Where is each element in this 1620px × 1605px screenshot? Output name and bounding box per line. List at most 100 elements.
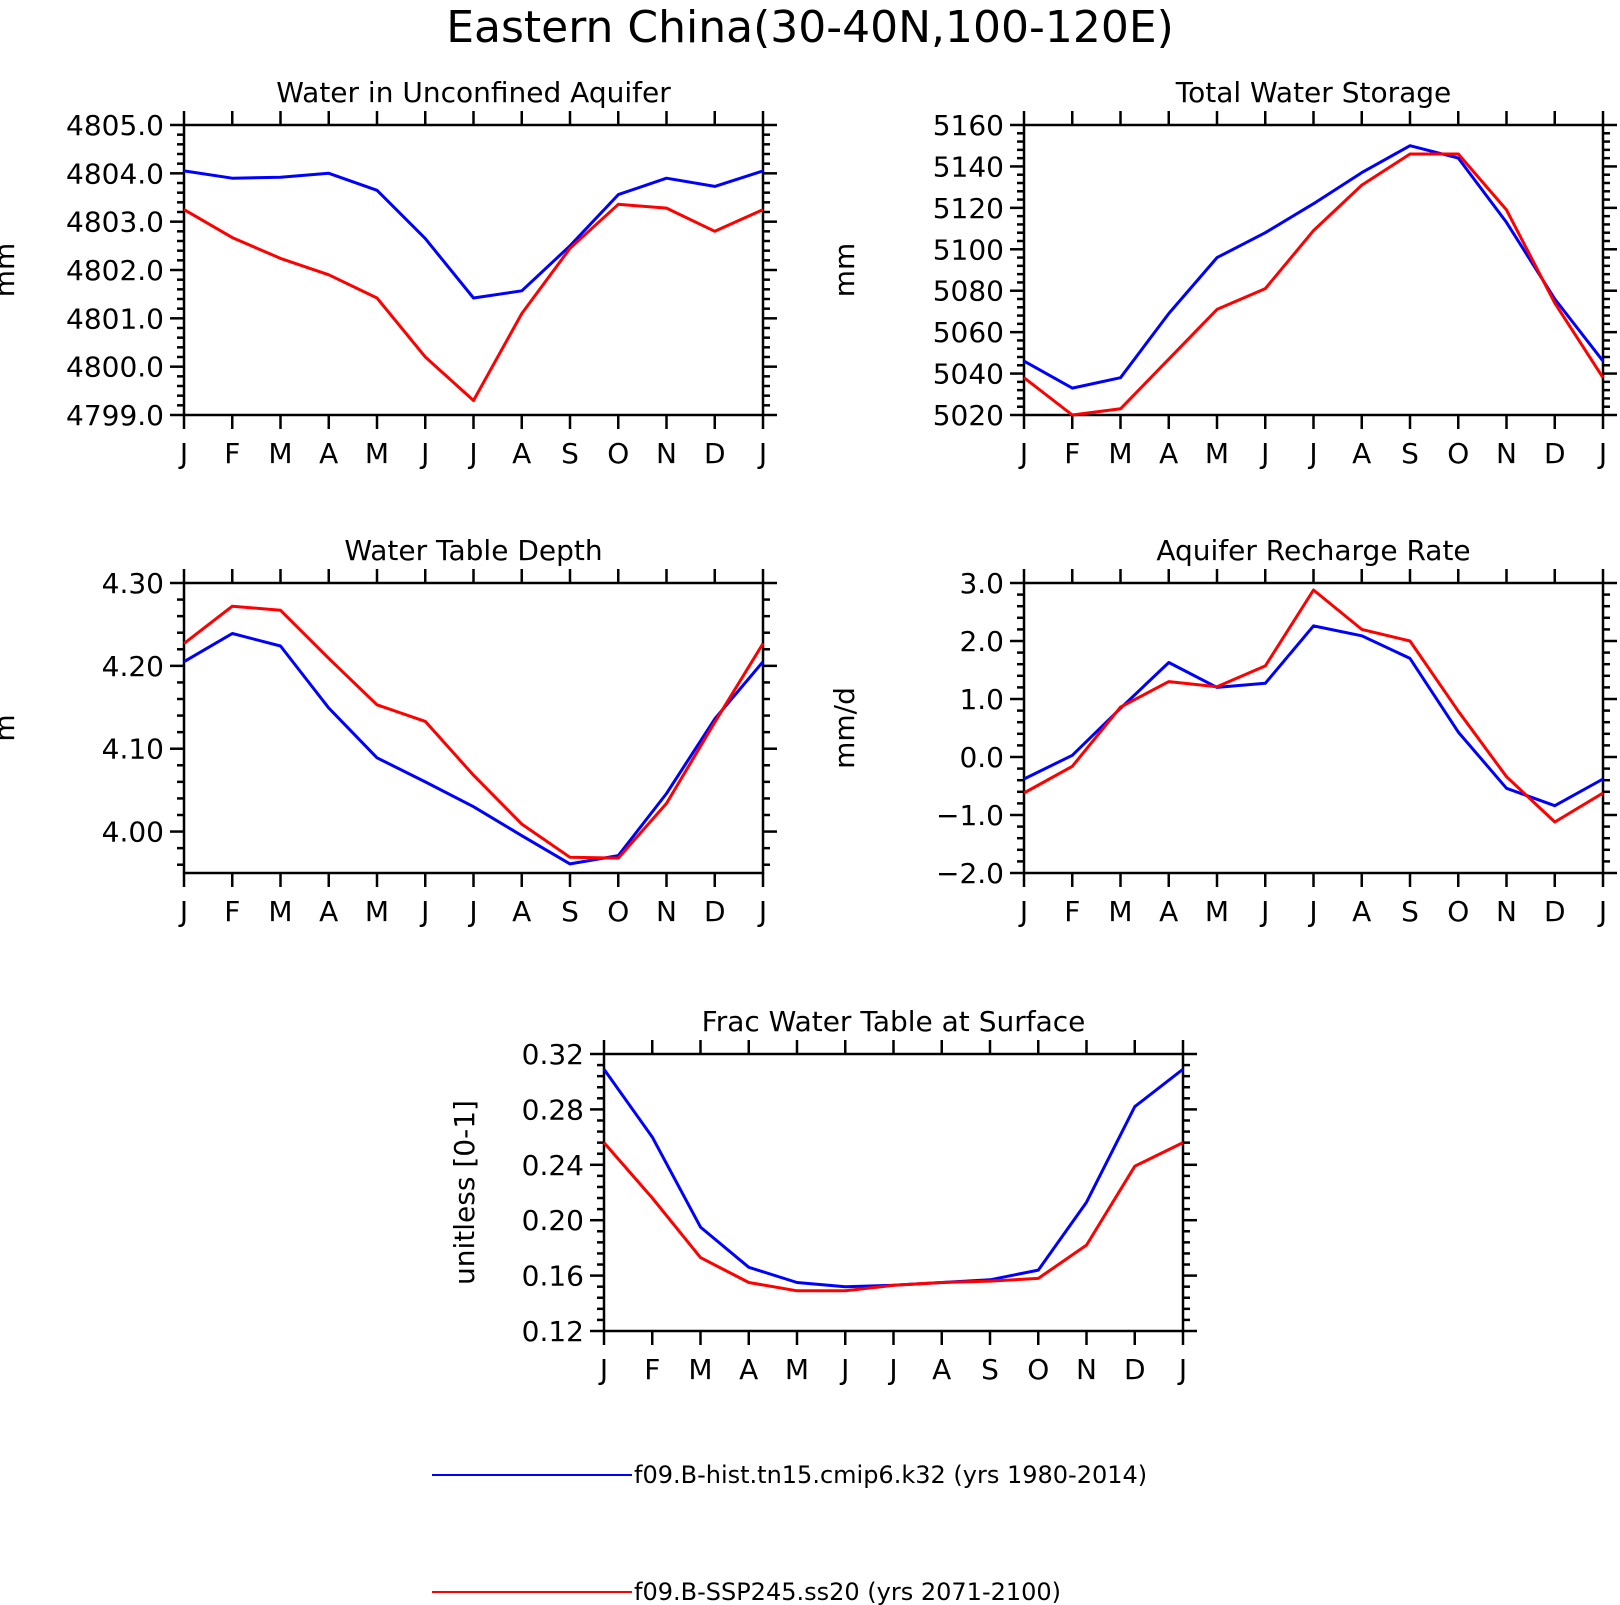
y-tick-label: 4805.0 (66, 109, 164, 142)
x-tick-label: J (1307, 895, 1317, 928)
series-line-hist (183, 169, 764, 300)
x-tick-label: A (1159, 895, 1178, 928)
x-tick-label: N (1496, 437, 1517, 470)
x-tick-label: J (467, 895, 477, 928)
x-tick-label: N (656, 437, 677, 470)
panel-title: Total Water Storage (1175, 76, 1452, 109)
x-tick-label: J (419, 437, 429, 470)
x-tick-label: M (268, 895, 292, 928)
x-tick-label: J (839, 1353, 849, 1386)
y-tick-label: 5060 (933, 316, 1004, 349)
x-tick-label: J (887, 1353, 897, 1386)
y-axis-label: unitless [0-1] (448, 1100, 481, 1285)
legend-label-ssp245: f09.B-SSP245.ss20 (yrs 2071-2100) (634, 1578, 1061, 1605)
panel-title: Water Table Depth (344, 534, 602, 567)
y-tick-label: 4.30 (102, 567, 164, 600)
y-tick-label: 4802.0 (66, 254, 164, 287)
y-tick-label: 5040 (933, 358, 1004, 391)
y-tick-label: 4801.0 (66, 302, 164, 335)
x-tick-label: A (512, 437, 531, 470)
y-tick-label: 5160 (933, 109, 1004, 142)
x-tick-label: J (1259, 437, 1269, 470)
x-tick-label: S (561, 437, 579, 470)
y-axis-label: m (0, 714, 21, 741)
y-tick-label: 1.0 (959, 683, 1004, 716)
series-line-ssp245 (183, 202, 764, 402)
series-line-hist (602, 1068, 1184, 1289)
x-tick-label: F (644, 1353, 660, 1386)
y-tick-label: 0.28 (522, 1093, 584, 1126)
x-tick-label: J (598, 1353, 608, 1386)
x-tick-label: S (981, 1353, 999, 1386)
x-tick-label: D (1544, 437, 1566, 470)
x-tick-label: O (1027, 1353, 1049, 1386)
x-tick-label: J (1597, 895, 1607, 928)
x-tick-label: N (1076, 1353, 1097, 1386)
x-tick-label: A (319, 895, 338, 928)
panel-title: Aquifer Recharge Rate (1156, 534, 1470, 567)
x-tick-label: S (1401, 437, 1419, 470)
y-tick-label: 0.12 (522, 1315, 584, 1348)
x-tick-label: D (1124, 1353, 1146, 1386)
plot-frame (602, 1052, 1185, 1333)
x-tick-label: J (757, 437, 767, 470)
y-tick-label: 2.0 (959, 625, 1004, 658)
series-line-hist (1023, 624, 1604, 808)
x-tick-label: J (467, 437, 477, 470)
x-tick-label: F (1064, 437, 1080, 470)
y-tick-label: 4.00 (102, 816, 164, 849)
x-tick-label: J (178, 895, 188, 928)
y-tick-label: 3.0 (959, 567, 1004, 600)
x-tick-label: J (178, 437, 188, 470)
y-tick-label: 0.24 (522, 1149, 584, 1182)
x-tick-label: J (1259, 895, 1269, 928)
y-tick-label: −2.0 (936, 857, 1004, 890)
y-axis-label: mm (0, 243, 21, 298)
x-tick-label: S (561, 895, 579, 928)
x-tick-label: M (365, 895, 389, 928)
x-tick-label: A (512, 895, 531, 928)
y-tick-label: 0.20 (522, 1204, 584, 1237)
y-axis-label: mm/d (828, 687, 861, 769)
x-tick-label: O (607, 895, 629, 928)
y-tick-label: 5080 (933, 275, 1004, 308)
x-tick-label: M (1108, 895, 1132, 928)
y-axis-label: mm (828, 243, 861, 298)
y-tick-label: 4799.0 (66, 399, 164, 432)
x-tick-label: D (704, 437, 726, 470)
x-tick-label: M (1205, 895, 1229, 928)
series-line-hist (183, 632, 765, 866)
x-tick-label: J (1597, 437, 1607, 470)
x-tick-label: J (757, 895, 767, 928)
y-tick-label: 4803.0 (66, 206, 164, 239)
x-tick-label: F (1064, 895, 1080, 928)
panel-title: Frac Water Table at Surface (702, 1005, 1086, 1038)
x-tick-label: M (785, 1353, 809, 1386)
y-tick-label: −1.0 (936, 799, 1004, 832)
legend-label-hist: f09.B-hist.tn15.cmip6.k32 (yrs 1980-2014… (634, 1461, 1147, 1489)
x-tick-label: F (224, 437, 240, 470)
y-tick-label: 5120 (933, 192, 1004, 225)
x-tick-label: J (419, 895, 429, 928)
x-tick-label: A (1352, 895, 1371, 928)
x-tick-label: F (224, 895, 240, 928)
x-tick-label: A (319, 437, 338, 470)
legend: f09.B-hist.tn15.cmip6.k32 (yrs 1980-2014… (432, 1461, 1147, 1605)
x-tick-label: N (656, 895, 677, 928)
y-tick-label: 4800.0 (66, 351, 164, 384)
x-tick-label: A (1352, 437, 1371, 470)
y-tick-label: 0.16 (522, 1260, 584, 1293)
x-tick-label: D (1544, 895, 1566, 928)
plot-frame (1022, 123, 1605, 417)
x-tick-label: J (1018, 895, 1028, 928)
x-tick-label: N (1496, 895, 1517, 928)
panel-title: Water in Unconfined Aquifer (276, 76, 671, 109)
x-tick-label: M (365, 437, 389, 470)
series-line-ssp245 (1023, 152, 1605, 417)
x-tick-label: J (1177, 1353, 1187, 1386)
y-tick-label: 4.10 (102, 733, 164, 766)
